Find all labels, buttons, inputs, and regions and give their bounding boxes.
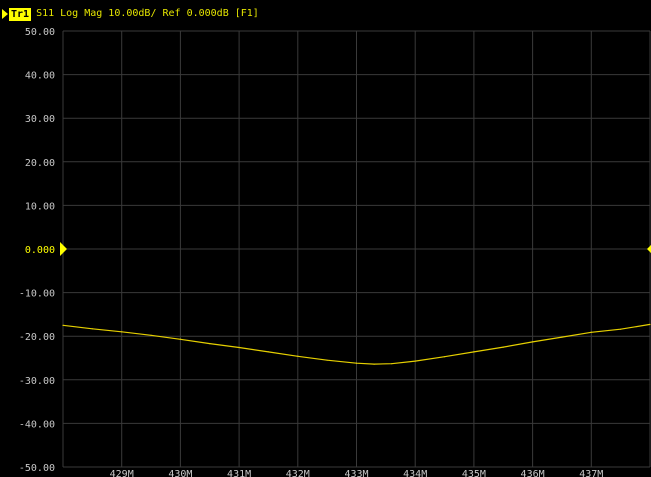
x-tick-label: 435M [462, 469, 486, 477]
trace-point [443, 356, 446, 358]
y-tick-label: -50.00 [19, 463, 55, 474]
trace-point [121, 331, 123, 333]
x-tick-label: 430M [168, 469, 192, 477]
trace-header[interactable]: Tr1 S11 Log Mag 10.00dB/ Ref 0.000dB [F1… [0, 7, 259, 21]
trace-point [590, 331, 592, 333]
x-tick-label: 434M [403, 469, 427, 477]
trace-point [502, 346, 504, 348]
trace-point [649, 323, 651, 326]
trace-line [62, 323, 651, 365]
trace-point [532, 341, 534, 343]
x-tick-label: 429M [110, 469, 134, 477]
y-tick-labels: 50.00 40.00 30.00 20.00 10.00 0.000 -10.00 -20.… [19, 27, 55, 474]
ref-level-left-icon [60, 242, 67, 256]
trace-point [391, 363, 393, 365]
y-tick-label: 40.00 [25, 71, 55, 82]
active-trace-arrow-icon [2, 9, 8, 19]
y-tick-label: -20.00 [19, 332, 55, 343]
trace-point [91, 328, 93, 330]
trace-point [238, 346, 240, 349]
x-tick-labels: 429M 430M 431M 432M 433M 434M 435M 436M 437M [110, 469, 604, 477]
x-tick-label: 431M [227, 469, 251, 477]
y-tick-label: -30.00 [19, 376, 55, 387]
trace-point [150, 334, 152, 336]
y-tick-label: -10.00 [19, 289, 55, 300]
trace-point [414, 360, 416, 362]
x-tick-label: 433M [344, 469, 368, 477]
reference-markers [60, 242, 651, 256]
y-tick-label: 30.00 [25, 114, 55, 125]
trace-point [62, 324, 64, 326]
trace-point [373, 363, 375, 365]
trace-point [179, 338, 181, 340]
trace-point [297, 355, 299, 357]
trace-point [267, 351, 270, 353]
y-tick-label: 0.000 [25, 245, 55, 256]
trace-point [355, 362, 358, 364]
y-tick-label: 50.00 [25, 27, 55, 38]
trace-point [326, 359, 328, 361]
y-tick-label: 20.00 [25, 158, 55, 169]
grid [62, 30, 651, 468]
trace-point [209, 343, 211, 345]
y-tick-label: 10.00 [25, 201, 55, 212]
trace-layer [62, 323, 651, 365]
x-tick-label: 437M [579, 469, 603, 477]
trace-point [473, 351, 475, 353]
x-tick-label: 432M [286, 469, 310, 477]
trace-id-badge[interactable]: Tr1 [9, 7, 32, 21]
trace-description: S11 Log Mag 10.00dB/ Ref 0.000dB [F1] [36, 8, 259, 19]
x-tick-label: 436M [521, 469, 545, 477]
y-tick-label: -40.00 [19, 419, 55, 430]
trace-point [561, 336, 563, 338]
ref-level-right-icon [647, 245, 651, 253]
trace-point [620, 328, 622, 330]
